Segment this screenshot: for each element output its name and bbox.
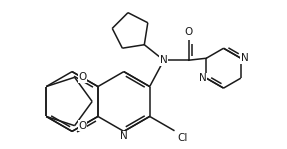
Text: N: N	[199, 73, 206, 83]
Text: N: N	[160, 55, 168, 65]
Text: O: O	[185, 27, 193, 37]
Text: N: N	[120, 131, 128, 141]
Text: Cl: Cl	[178, 133, 188, 143]
Text: O: O	[79, 72, 87, 82]
Text: O: O	[79, 121, 87, 131]
Text: N: N	[241, 53, 249, 63]
